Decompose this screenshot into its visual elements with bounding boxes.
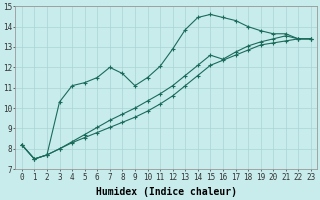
X-axis label: Humidex (Indice chaleur): Humidex (Indice chaleur) — [96, 187, 237, 197]
